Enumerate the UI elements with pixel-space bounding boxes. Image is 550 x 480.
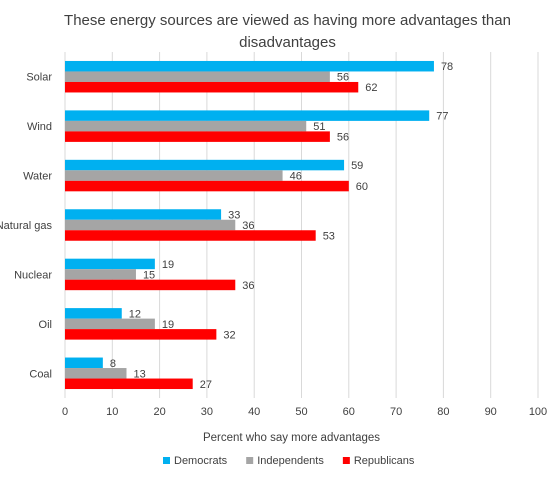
- bar-independents: [65, 318, 155, 330]
- bar-democrats: [65, 258, 155, 270]
- data-label: 78: [441, 61, 453, 73]
- bar-independents: [65, 368, 127, 379]
- bar-independents: [65, 71, 330, 82]
- data-label: 46: [290, 171, 302, 183]
- data-label: 36: [242, 220, 254, 232]
- data-label: 33: [228, 210, 240, 222]
- bar-republicans: [65, 329, 217, 340]
- bar-republicans: [65, 230, 316, 241]
- data-label: 13: [133, 368, 145, 380]
- bar-republicans: [65, 279, 236, 291]
- bar-democrats: [65, 110, 430, 121]
- x-tick-label: 70: [390, 406, 402, 418]
- x-tick-label: 100: [529, 406, 547, 418]
- bar-independents: [65, 269, 136, 280]
- x-tick-label: 40: [248, 406, 260, 418]
- x-tick-label: 0: [62, 406, 68, 418]
- bar-democrats: [65, 308, 122, 319]
- data-label: 56: [337, 132, 349, 144]
- category-label: Coal: [29, 368, 52, 380]
- data-label: 77: [436, 111, 448, 123]
- data-label: 51: [313, 121, 325, 133]
- legend-swatch: [342, 457, 350, 464]
- x-tick-label: 90: [485, 406, 497, 418]
- x-tick-label: 20: [153, 406, 165, 418]
- data-label: 62: [365, 82, 377, 94]
- data-label: 8: [110, 358, 116, 370]
- category-label: Nuclear: [14, 269, 52, 281]
- data-label: 56: [337, 72, 349, 84]
- x-axis-title: Percent who say more advantages: [203, 432, 380, 444]
- x-tick-label: 80: [437, 406, 449, 418]
- legend-entry: Independents: [257, 455, 324, 467]
- category-label: Natural gas: [0, 220, 52, 232]
- bar-democrats: [65, 209, 222, 220]
- x-tick-label: 10: [106, 406, 118, 418]
- bar-independents: [65, 120, 307, 132]
- category-label: Oil: [39, 319, 52, 331]
- bar-democrats: [65, 159, 345, 171]
- bar-democrats: [65, 357, 103, 369]
- data-label: 19: [162, 319, 174, 331]
- data-label: 60: [356, 181, 368, 193]
- category-label: Solar: [26, 72, 52, 84]
- bar-republicans: [65, 378, 193, 390]
- data-label: 36: [242, 280, 254, 292]
- data-label: 59: [351, 160, 363, 172]
- legend-entry: Republicans: [354, 455, 415, 467]
- bar-republicans: [65, 81, 359, 93]
- legend-swatch: [246, 457, 254, 464]
- data-label: 12: [129, 308, 141, 320]
- category-label: Water: [23, 171, 52, 183]
- data-label: 19: [162, 259, 174, 271]
- data-label: 15: [143, 269, 155, 281]
- x-tick-label: 30: [201, 406, 213, 418]
- bar-republicans: [65, 131, 330, 142]
- chart-title: These energy sources are viewed as havin…: [64, 12, 511, 51]
- legend-entry: Democrats: [174, 455, 228, 467]
- bar-independents: [65, 219, 236, 231]
- bar-independents: [65, 170, 283, 181]
- x-tick-label: 60: [343, 406, 355, 418]
- bar-democrats: [65, 60, 434, 72]
- legend-swatch: [163, 457, 170, 464]
- data-label: 53: [323, 231, 335, 243]
- bar-republicans: [65, 180, 349, 192]
- category-label: Wind: [27, 121, 52, 133]
- data-label: 27: [200, 379, 212, 391]
- data-label: 32: [223, 329, 235, 341]
- x-tick-label: 50: [295, 406, 307, 418]
